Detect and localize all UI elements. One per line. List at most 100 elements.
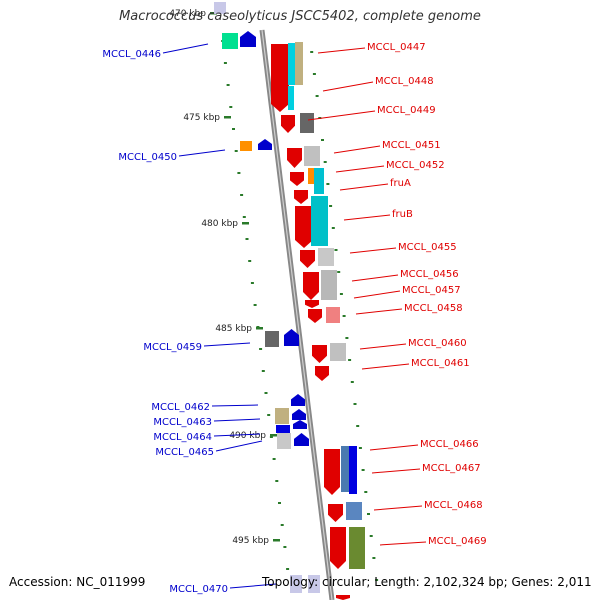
forward-gene-label[interactable]: MCCL_0448: [375, 76, 434, 87]
tick-mark: [334, 249, 338, 251]
reverse-gene-label[interactable]: MCCL_0446: [102, 49, 161, 60]
tick-mark: [232, 128, 235, 130]
forward-gene-label[interactable]: MCCL_0455: [398, 242, 457, 253]
tick-mark: [253, 304, 257, 306]
tick-mark: [345, 337, 349, 339]
scale-label: 470 kbp: [169, 9, 206, 19]
faded-feature-block: [214, 2, 226, 14]
tick-mark: [286, 568, 290, 570]
forward-gene-label[interactable]: MCCL_0467: [422, 463, 481, 474]
forward-gene-arrow: [305, 300, 319, 308]
forward-gene-label[interactable]: MCCL_0458: [404, 303, 463, 314]
forward-gene-label[interactable]: fruA: [390, 178, 411, 189]
scale-tick: [270, 434, 277, 437]
faded-feature-block: [308, 575, 320, 593]
forward-gene-label[interactable]: MCCL_0449: [377, 105, 436, 116]
reverse-gene-label[interactable]: MCCL_0450: [118, 152, 177, 163]
tick-mark: [321, 139, 324, 141]
leader-line: [339, 183, 389, 191]
tick-mark: [329, 205, 333, 207]
feature-box-grey: [304, 146, 320, 166]
tick-mark: [229, 106, 233, 108]
forward-gene-label[interactable]: MCCL_0447: [367, 42, 426, 53]
feature-box-cyan: [314, 168, 324, 194]
scale-label: 480 kbp: [201, 219, 238, 229]
leader-line: [359, 343, 407, 350]
scale-tick: [210, 12, 217, 15]
reverse-gene-label[interactable]: MCCL_0463: [153, 417, 212, 428]
tick-mark: [312, 73, 316, 75]
feature-box-blue: [349, 446, 357, 494]
tick-mark: [269, 436, 273, 438]
leader-line: [369, 444, 419, 451]
tick-mark: [361, 469, 365, 471]
forward-gene-label[interactable]: MCCL_0468: [424, 500, 483, 511]
forward-gene-label[interactable]: MCCL_0461: [411, 358, 470, 369]
feature-box-orange: [308, 168, 316, 184]
leader-line: [373, 505, 423, 511]
tick-mark: [315, 95, 319, 97]
tick-mark: [264, 392, 268, 394]
scale-tick: [242, 222, 249, 225]
tick-mark: [369, 535, 373, 537]
reverse-gene-label[interactable]: MCCL_0462: [151, 402, 210, 413]
feature-box-grey: [318, 248, 334, 266]
reverse-gene-arrow: [240, 31, 256, 47]
feature-box-cyan: [288, 86, 294, 110]
leader-line: [215, 440, 263, 452]
tick-mark: [223, 62, 227, 64]
leader-line: [361, 363, 410, 370]
feature-box-blue: [276, 425, 290, 433]
reverse-gene-label[interactable]: MCCL_0470: [169, 584, 228, 595]
backbone-highlight: [261, 29, 333, 600]
forward-gene-label[interactable]: MCCL_0469: [428, 536, 487, 547]
forward-gene-label[interactable]: MCCL_0451: [382, 140, 441, 151]
leader-line: [307, 110, 376, 121]
feature-box-tan: [275, 408, 289, 424]
forward-gene-arrow: [287, 148, 302, 168]
forward-gene-arrow: [303, 272, 319, 300]
scale-tick: [224, 116, 231, 119]
tick-mark: [372, 557, 376, 559]
forward-gene-label[interactable]: MCCL_0460: [408, 338, 467, 349]
topology-text: Topology: circular; Length: 2,102,324 bp…: [262, 575, 592, 589]
feature-box-steel: [346, 502, 362, 520]
forward-gene-label[interactable]: MCCL_0452: [386, 160, 445, 171]
tick-mark: [267, 414, 271, 416]
leader-line: [343, 214, 391, 221]
forward-gene-arrow: [290, 172, 304, 186]
tick-mark: [364, 491, 368, 493]
tick-mark: [275, 480, 279, 482]
leader-line: [203, 342, 251, 347]
tick-mark: [350, 381, 354, 383]
tick-mark: [234, 150, 238, 152]
tick-mark: [245, 238, 249, 240]
feature-box-cyan: [311, 196, 328, 246]
reverse-gene-arrow: [284, 329, 299, 346]
feature-box-dark: [300, 113, 314, 133]
forward-gene-label[interactable]: MCCL_0456: [400, 269, 459, 280]
accession-text: Accession: NC_011999: [9, 575, 146, 589]
tick-mark: [375, 579, 379, 581]
reverse-gene-label[interactable]: MCCL_0464: [153, 432, 212, 443]
tick-mark: [242, 216, 246, 218]
forward-gene-arrow: [281, 115, 295, 133]
leader-line: [213, 433, 261, 437]
reverse-gene-arrow: [294, 433, 309, 446]
feature-box-steel: [341, 446, 350, 492]
tick-mark: [272, 458, 276, 460]
forward-gene-label[interactable]: fruB: [392, 209, 413, 220]
forward-gene-label[interactable]: MCCL_0466: [420, 439, 479, 450]
tick-mark: [226, 84, 230, 86]
forward-gene-arrow: [308, 309, 322, 323]
leader-line: [335, 165, 385, 173]
forward-gene-label[interactable]: MCCL_0457: [402, 285, 461, 296]
scale-tick: [273, 539, 280, 542]
scale-label: 490 kbp: [229, 431, 266, 441]
reverse-gene-label[interactable]: MCCL_0459: [143, 342, 202, 353]
scale-label: 485 kbp: [215, 324, 252, 334]
forward-gene-arrow: [330, 527, 346, 569]
tick-mark: [331, 227, 335, 229]
reverse-gene-label[interactable]: MCCL_0465: [155, 447, 214, 458]
